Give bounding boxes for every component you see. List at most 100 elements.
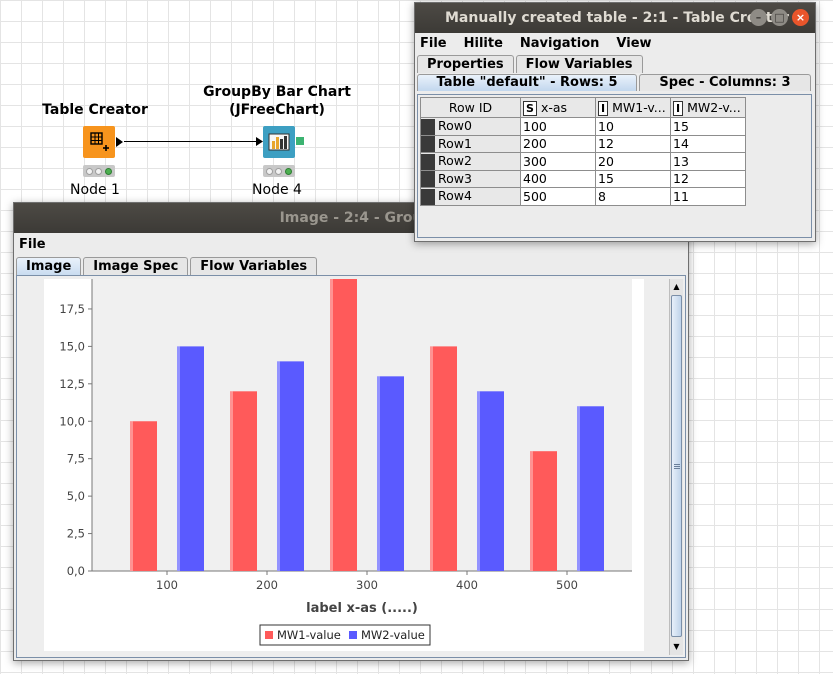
bar-highlight bbox=[130, 421, 133, 571]
column-header-mw1[interactable]: I MW1-v... bbox=[595, 97, 671, 118]
table-cell[interactable]: 15 bbox=[595, 169, 671, 188]
bar-highlight bbox=[377, 376, 380, 571]
bar-highlight bbox=[277, 361, 280, 571]
integer-type-icon: I bbox=[673, 100, 684, 116]
table-cell[interactable]: 12 bbox=[595, 134, 671, 153]
bar-mw1-value-500 bbox=[530, 451, 557, 571]
string-type-icon: S bbox=[523, 100, 537, 116]
output-port-green[interactable] bbox=[296, 137, 304, 145]
menu-navigation[interactable]: Navigation bbox=[519, 35, 600, 51]
row-id-cell[interactable]: Row4 bbox=[420, 187, 521, 206]
vertical-scrollbar[interactable]: ▲ ▼ bbox=[669, 279, 683, 655]
column-header-row-id[interactable]: Row ID bbox=[420, 97, 521, 118]
bar-highlight bbox=[530, 451, 533, 571]
bar-mw2-value-300 bbox=[377, 376, 404, 571]
bar-chart-icon[interactable] bbox=[263, 126, 295, 158]
legend-swatch bbox=[349, 631, 357, 639]
window-controls: – □ × bbox=[750, 9, 809, 26]
column-header-mw2[interactable]: I MW2-v... bbox=[670, 97, 746, 118]
table-cell[interactable]: 500 bbox=[520, 187, 596, 206]
legend bbox=[259, 624, 431, 646]
table-cell[interactable]: 100 bbox=[520, 117, 596, 136]
table-row[interactable]: Row2 300 20 13 bbox=[420, 152, 746, 171]
bar-highlight bbox=[430, 346, 433, 571]
tab-image[interactable]: Image bbox=[16, 257, 82, 275]
table-cell[interactable]: 10 bbox=[595, 117, 671, 136]
table-row[interactable]: Row0 100 10 15 bbox=[420, 117, 746, 136]
node-status-traffic-light bbox=[263, 165, 295, 177]
bar-mw2-value-500 bbox=[577, 406, 604, 571]
row-id-cell[interactable]: Row1 bbox=[420, 134, 521, 153]
table-cell[interactable]: 300 bbox=[520, 152, 596, 171]
table-cell[interactable]: 200 bbox=[520, 134, 596, 153]
y-tick-label: 7,5 bbox=[67, 452, 85, 466]
status-dot-yellow-icon bbox=[95, 167, 103, 175]
table-row[interactable]: Row1 200 12 14 bbox=[420, 134, 746, 153]
bar-mw2-value-400 bbox=[477, 391, 504, 571]
table-creator-icon[interactable] bbox=[83, 126, 115, 158]
bar-mw2-value-200 bbox=[277, 361, 304, 571]
menu-hilite[interactable]: Hilite bbox=[463, 35, 503, 51]
bar-highlight bbox=[477, 391, 480, 571]
tab-spec-columns[interactable]: Spec - Columns: 3 bbox=[639, 74, 811, 91]
table-cell[interactable]: 15 bbox=[670, 117, 746, 136]
x-tick-label: 300 bbox=[356, 578, 378, 592]
maximize-icon[interactable]: □ bbox=[771, 9, 788, 26]
tab-bar: Properties Flow Variables bbox=[417, 55, 815, 73]
menu-file[interactable]: File bbox=[19, 236, 46, 252]
bar-highlight bbox=[177, 346, 180, 571]
scroll-thumb[interactable] bbox=[671, 295, 682, 637]
row-id-cell[interactable]: Row2 bbox=[420, 152, 521, 171]
output-port[interactable] bbox=[116, 137, 123, 147]
x-axis-label: label x-as (.....) bbox=[306, 601, 418, 616]
node-title-line1: GroupBy Bar Chart bbox=[203, 84, 351, 100]
node-table-creator[interactable]: Table Creator Node 1 bbox=[40, 101, 150, 199]
scroll-down-icon[interactable]: ▼ bbox=[673, 642, 680, 651]
tab-flow-variables[interactable]: Flow Variables bbox=[515, 55, 643, 73]
row-id-cell[interactable]: Row3 bbox=[420, 169, 521, 188]
bar-mw2-value-100 bbox=[177, 346, 204, 571]
table-row[interactable]: Row4 500 8 11 bbox=[420, 187, 746, 206]
y-tick-label: 15,0 bbox=[59, 339, 85, 353]
bar-mw1-value-200 bbox=[230, 391, 257, 571]
window-title[interactable]: Manually created table - 2:1 - Table Cre… bbox=[415, 3, 815, 33]
tab-table-default[interactable]: Table "default" - Rows: 5 bbox=[417, 74, 637, 91]
table-cell[interactable]: 20 bbox=[595, 152, 671, 171]
table-cell[interactable]: 14 bbox=[670, 134, 746, 153]
scroll-up-icon[interactable]: ▲ bbox=[673, 282, 680, 291]
node-groupby-bar-chart[interactable]: GroupBy Bar Chart (JFreeChart) Node 4 bbox=[196, 83, 358, 199]
status-dot-red-icon bbox=[86, 167, 94, 175]
legend-label: MW2-value bbox=[361, 628, 425, 642]
image-window: Image - 2:4 - GroupBy Bar Chart File Ima… bbox=[13, 202, 689, 661]
table-cell[interactable]: 11 bbox=[670, 187, 746, 206]
x-tick-label: 500 bbox=[556, 578, 578, 592]
window-title-text: Manually created table - 2:1 - Table Cre… bbox=[445, 10, 789, 26]
y-tick-label: 0,0 bbox=[67, 564, 85, 578]
bar-mw1-value-300 bbox=[330, 279, 357, 571]
table-cell[interactable]: 8 bbox=[595, 187, 671, 206]
table-cell[interactable]: 12 bbox=[670, 169, 746, 188]
close-icon[interactable]: × bbox=[792, 9, 809, 26]
menu-file[interactable]: File bbox=[420, 35, 447, 51]
x-tick-label: 200 bbox=[256, 578, 278, 592]
table-row[interactable]: Row3 400 15 12 bbox=[420, 169, 746, 188]
legend-label: MW1-value bbox=[277, 628, 341, 642]
tab-image-spec[interactable]: Image Spec bbox=[83, 257, 189, 275]
node-name[interactable]: Node 1 bbox=[70, 182, 120, 198]
tab-properties[interactable]: Properties bbox=[417, 55, 514, 73]
tab-flow-variables[interactable]: Flow Variables bbox=[190, 257, 318, 275]
menu-view[interactable]: View bbox=[616, 35, 652, 51]
y-tick-label: 17,5 bbox=[59, 302, 85, 316]
table-creator-window: Manually created table - 2:1 - Table Cre… bbox=[414, 2, 816, 242]
row-id-cell[interactable]: Row0 bbox=[420, 117, 521, 136]
status-dot-yellow-icon bbox=[275, 167, 283, 175]
table-cell[interactable]: 400 bbox=[520, 169, 596, 188]
table-cell[interactable]: 13 bbox=[670, 152, 746, 171]
status-dot-red-icon bbox=[266, 167, 274, 175]
node-title: Table Creator bbox=[42, 102, 148, 118]
minimize-icon[interactable]: – bbox=[750, 9, 767, 26]
node-name[interactable]: Node 4 bbox=[252, 182, 302, 198]
